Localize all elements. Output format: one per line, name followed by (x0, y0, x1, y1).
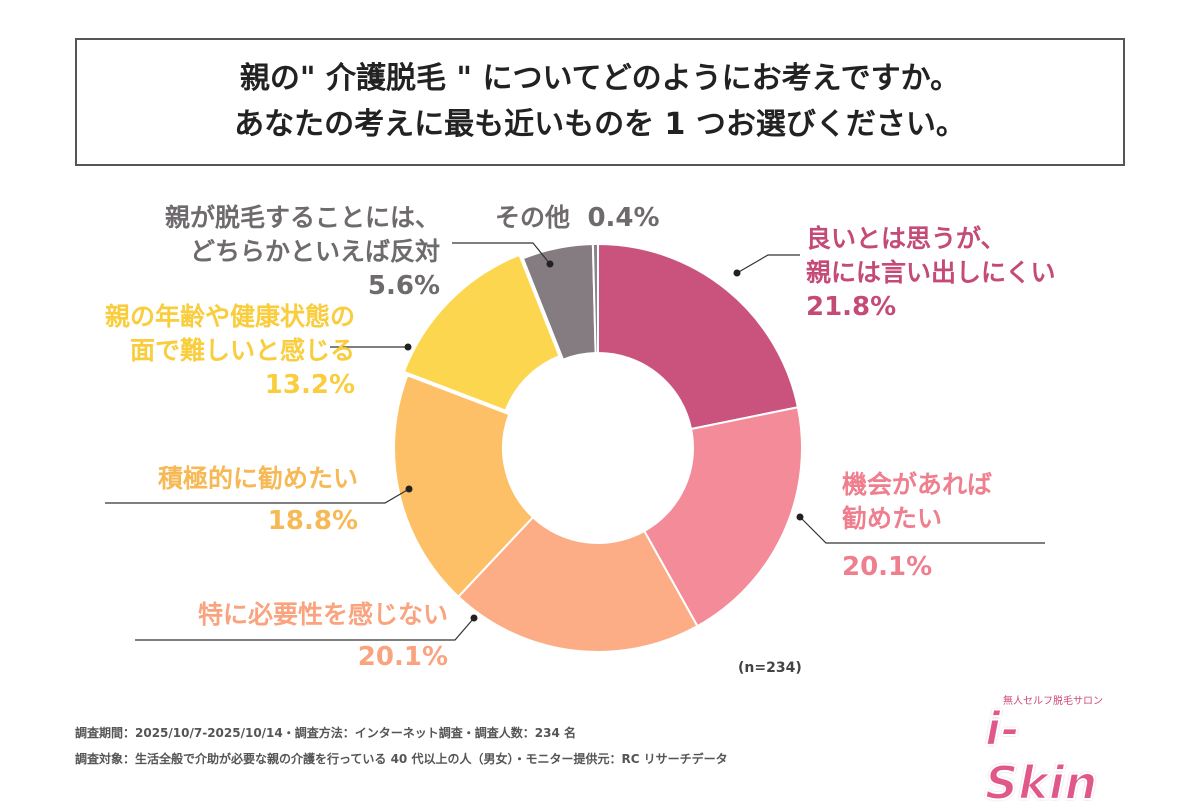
label-text: 親が脱毛することには、 (164, 203, 440, 232)
label-percent: 5.6% (367, 271, 440, 301)
label-text: 勧めたい (842, 504, 943, 533)
label-text: その他 (495, 203, 571, 232)
label-percent: 21.8% (806, 292, 897, 322)
label-text: どちらかといえば反対 (189, 237, 440, 266)
footer-survey-period: 調査期間：2025/10/7-2025/10/14・調査方法：インターネット調査… (75, 726, 576, 740)
slice-label-oppose: 親が脱毛することには、 どちらかといえば反対 5.6% (165, 201, 440, 303)
slice-label-recommend-if-chance: 機会があれば 勧めたい 20.1% (842, 468, 992, 584)
label-text: 良いとは思うが、 (806, 224, 1006, 253)
slice-label-actively-recommend: 積極的に勧めたい 18.8% (158, 462, 358, 538)
label-text: 機会があれば (842, 470, 993, 499)
leader-dot (733, 269, 741, 277)
sample-size: (n=234) (738, 660, 802, 676)
slice-label-no-need: 特に必要性を感じない 20.1% (198, 598, 448, 674)
leader-dot (546, 260, 554, 268)
donut-slice-4 (402, 253, 561, 412)
donut-slice-6 (591, 242, 599, 355)
chart-title: 親の" 介護脱毛 " についてどのようにお考えですか。 あなたの考えに最も近いも… (75, 38, 1125, 166)
slice-label-reluctant: 良いとは思うが、 親には言い出しにくい 21.8% (806, 222, 1056, 324)
leader-dot (796, 513, 804, 521)
footer-survey-target: 調査対象：生活全般で介助が必要な親の介護を行っている 40 代以上の人（男女）・… (75, 752, 728, 766)
leader-dot (404, 343, 412, 351)
label-text: 親には言い出しにくい (806, 258, 1056, 287)
leader-line (135, 617, 475, 641)
label-percent: 13.2% (264, 370, 355, 400)
donut-slice-2 (456, 515, 699, 653)
label-percent: 20.1% (357, 642, 448, 672)
leader-line (736, 254, 800, 274)
leader-line (105, 488, 410, 504)
label-percent: 18.8% (267, 506, 358, 536)
label-text: 積極的に勧めたい (157, 464, 358, 493)
label-text: 親の年齢や健康状態の (104, 302, 355, 331)
slice-label-other: その他 0.4% (495, 201, 660, 235)
label-percent: 0.4% (587, 203, 660, 233)
leader-line (799, 516, 1045, 544)
donut-slice-1 (642, 406, 803, 628)
donut-slice-3 (393, 373, 535, 599)
logo-subtitle: 無人セルフ脱毛サロン (1003, 696, 1103, 707)
brand-logo: 無人セルフ脱毛サロン i-Skin (975, 688, 1125, 810)
label-text: 面で難しいと感じる (129, 336, 355, 365)
label-text: 特に必要性を感じない (197, 600, 448, 629)
logo-brand: i-Skin (984, 701, 1098, 810)
leader-dot (405, 485, 413, 493)
donut-slice-0 (597, 242, 800, 431)
title-line-1: 親の" 介護脱毛 " についてどのようにお考えですか。 (239, 61, 961, 96)
label-percent: 20.1% (842, 552, 933, 582)
slice-label-difficult-health: 親の年齢や健康状態の 面で難しいと感じる 13.2% (105, 300, 355, 402)
leader-line (452, 242, 551, 265)
leader-dot (470, 614, 478, 622)
title-line-2: あなたの考えに最も近いものを 1 つお選びください。 (234, 107, 966, 142)
